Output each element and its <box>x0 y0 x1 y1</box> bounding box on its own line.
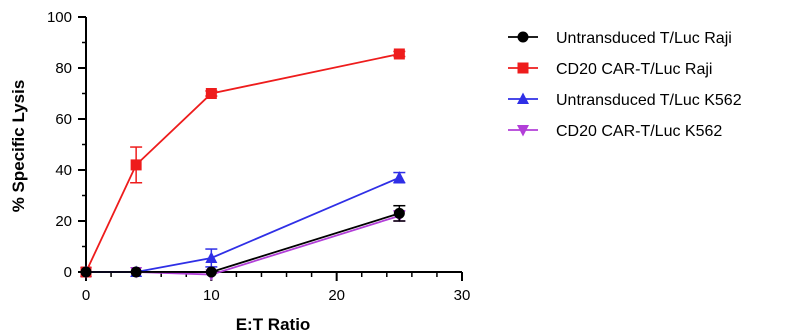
data-point <box>205 88 217 99</box>
x-tick-label: 30 <box>454 287 471 304</box>
legend-label: CD20 CAR-T/Luc Raji <box>556 61 712 78</box>
legend-marker <box>517 31 529 43</box>
series <box>80 210 406 282</box>
series-line <box>85 53 400 273</box>
y-tick-label: 20 <box>55 213 72 230</box>
legend: Untransduced T/Luc Raji CD20 CAR-T/Luc Ra… <box>508 30 742 140</box>
legend-entry: CD20 CAR-T/Luc Raji <box>508 61 712 78</box>
series <box>80 171 406 277</box>
series-line <box>86 176 400 273</box>
data-point <box>130 159 142 171</box>
data-point <box>80 266 92 278</box>
axes: 0 20 40 60 80 100 0 10 20 30 <box>47 9 470 304</box>
legend-marker <box>517 62 529 74</box>
y-tick-label: 60 <box>55 111 72 128</box>
data-point <box>130 266 142 278</box>
data-point <box>393 48 405 60</box>
x-axis-label: E:T Ratio <box>236 315 311 334</box>
legend-label: Untransduced T/Luc K562 <box>556 92 742 109</box>
legend-entry: Untransduced T/Luc Raji <box>508 30 732 47</box>
y-axis-label: % Specific Lysis <box>9 80 28 213</box>
x-tick-label: 10 <box>203 287 220 304</box>
y-tick-label: 100 <box>47 9 72 26</box>
series-line <box>86 212 400 273</box>
x-tick-label: 20 <box>328 287 345 304</box>
data-point <box>393 207 405 219</box>
legend-label: CD20 CAR-T/Luc K562 <box>556 123 722 140</box>
y-tick-label: 40 <box>55 162 72 179</box>
series <box>80 204 406 278</box>
series <box>80 48 406 278</box>
legend-entry: CD20 CAR-T/Luc K562 <box>508 123 722 140</box>
legend-label: Untransduced T/Luc Raji <box>556 30 732 47</box>
legend-entry: Untransduced T/Luc K562 <box>508 92 742 109</box>
data-point <box>393 171 406 183</box>
data-point <box>205 251 218 263</box>
y-tick-label: 80 <box>55 60 72 77</box>
data-point <box>205 266 217 278</box>
series-layer <box>80 48 406 282</box>
legend-marker <box>517 92 529 104</box>
x-tick-label: 0 <box>82 287 90 304</box>
y-tick-label: 0 <box>64 264 72 281</box>
legend-marker <box>517 125 529 137</box>
